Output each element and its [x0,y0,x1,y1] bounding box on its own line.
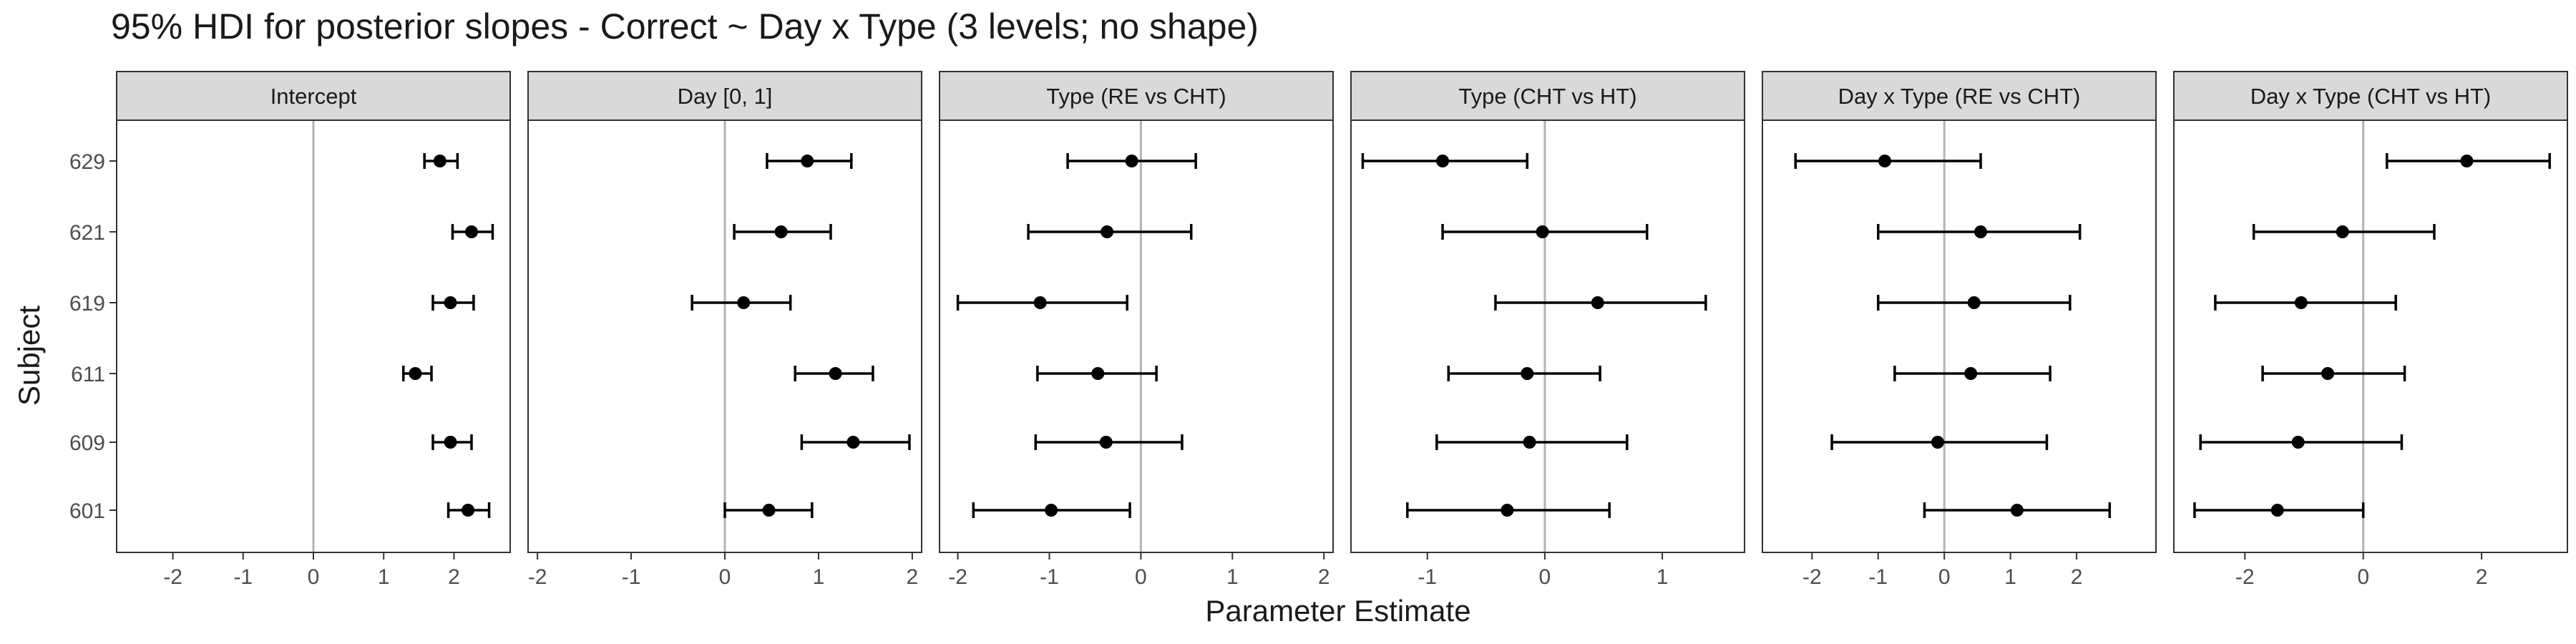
x-tick-label: 2 [2071,565,2083,589]
estimate-point [762,504,776,517]
estimate-point [464,225,478,238]
facet-strip-label: Type (CHT vs HT) [1458,84,1636,109]
x-tick-label: -1 [1868,565,1888,589]
panel-border [939,119,1334,553]
facet-strip-label: Day x Type (CHT vs HT) [2250,84,2491,109]
panel-border [1350,119,1745,553]
facet-strip [2173,71,2568,121]
estimate-point [1974,225,1988,238]
y-tick-label: 629 [69,150,105,174]
estimate-point [801,155,814,167]
x-tick-label: 2 [2476,565,2488,589]
estimate-point [1964,367,1978,380]
estimate-point [444,436,457,449]
estimate-point [1523,436,1536,449]
y-axis: 629 621 619 611 609 601 [69,150,117,523]
panel-border [2173,119,2568,553]
estimate-point [2010,504,2024,517]
y-axis-title: Subject [12,306,46,406]
estimate-point [1536,225,1549,238]
y-tick-label: 609 [69,431,105,455]
y-tick-label: 619 [69,292,105,316]
estimate-point [2270,504,2284,517]
y-tick-label: 611 [71,363,105,386]
x-tick-label: 1 [813,565,825,589]
x-tick-label: 1 [378,565,390,589]
estimate-point [2321,367,2335,380]
estimate-point [462,504,475,517]
estimate-point [1125,155,1138,167]
estimate-point [1501,504,1514,517]
estimate-point [1091,367,1105,380]
x-tick-label: -2 [2235,565,2255,589]
estimate-point [444,296,457,309]
facet-panel: Type (CHT vs HT) -1 0 1 [1350,71,1745,589]
x-tick-label: -1 [1040,565,1059,589]
estimate-point [2336,225,2349,238]
x-tick-label: 0 [1539,565,1551,589]
estimate-point [2291,436,2305,449]
x-tick-label: 0 [1135,565,1147,589]
x-tick-label: -2 [1802,565,1822,589]
estimate-point [1045,504,1058,517]
chart-title: 95% HDI for posterior slopes - Correct ~… [111,6,1259,47]
facet-strip [1762,71,2157,121]
x-axis-title: Parameter Estimate [1205,594,1470,628]
x-tick-label: 0 [719,565,731,589]
facet-strip-label: Intercept [270,84,357,109]
estimate-point [1436,155,1450,167]
x-tick-label: 2 [448,565,460,589]
facet-panel: Intercept -2 -1 0 1 2 [116,71,511,589]
estimate-point [1967,296,1981,309]
x-tick-label: -1 [233,565,253,589]
facet-strip-label: Day [0, 1] [678,84,773,109]
facet-strip-label: Day x Type (RE vs CHT) [1838,84,2081,109]
estimate-point [2460,155,2474,167]
estimate-point [1033,296,1047,309]
facet-strip [527,71,922,121]
estimate-point [409,367,422,380]
facet-panel: Day x Type (CHT vs HT) -2 0 2 [2173,71,2568,589]
x-tick-label: 1 [1226,565,1239,589]
facet-panel: Day [0, 1] -2 -1 0 1 2 [527,71,922,589]
x-tick-label: 0 [2357,565,2369,589]
estimate-point [1099,436,1113,449]
x-tick-label: -2 [948,565,967,589]
estimate-point [1521,367,1534,380]
facet-strip-label: Type (RE vs CHT) [1046,84,1226,109]
estimate-point [1101,225,1114,238]
estimate-point [1591,296,1604,309]
x-tick-label: -2 [163,565,182,589]
estimate-point [774,225,788,238]
x-tick-label: -1 [1418,565,1437,589]
x-tick-label: 1 [2004,565,2016,589]
x-tick-label: 2 [907,565,919,589]
y-tick-label: 601 [69,499,105,523]
x-tick-label: 0 [308,565,320,589]
estimate-point [829,367,842,380]
facet-strip [116,71,511,121]
x-tick-label: 2 [1318,565,1330,589]
x-tick-label: -2 [528,565,547,589]
estimate-point [433,155,447,167]
facet-strip [1350,71,1745,121]
estimate-point [2294,296,2308,309]
estimate-point [737,296,751,309]
estimate-point [1878,155,1892,167]
facet-panel: Type (RE vs CHT) -2 -1 0 1 2 [939,71,1334,589]
x-tick-label: 1 [1657,565,1669,589]
facet-panel: Day x Type (RE vs CHT) -2 -1 0 1 2 [1762,71,2157,589]
x-tick-label: 0 [1938,565,1951,589]
estimate-point [847,436,860,449]
panel-border [1762,119,2157,553]
y-tick-label: 621 [69,221,105,245]
x-tick-label: -1 [622,565,641,589]
estimate-point [1931,436,1944,449]
